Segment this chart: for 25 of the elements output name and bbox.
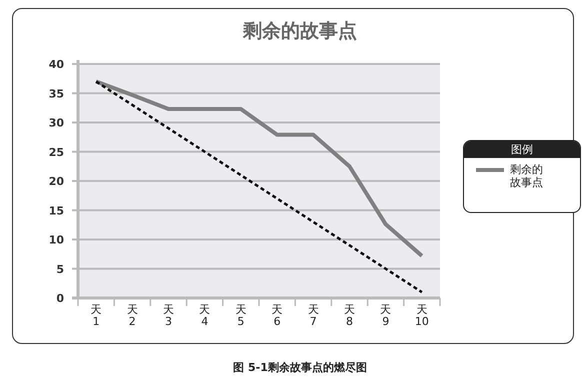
y-tick-label: 20 — [48, 175, 64, 188]
x-tick-label: 天 10 — [414, 303, 429, 328]
legend-label: 剩余的故事点 — [510, 163, 544, 189]
x-tick-label: 天 8 — [343, 303, 356, 328]
legend-title: 图例 — [464, 141, 580, 158]
y-tick-label: 5 — [56, 262, 64, 276]
line-series — [94, 80, 424, 294]
x-tick-label: 天 6 — [270, 303, 284, 328]
chart-title: 剩余的故事点 — [242, 19, 358, 44]
x-tick-label: 天 2 — [126, 303, 139, 328]
y-tick-label: 25 — [48, 146, 64, 159]
y-tick-label: 30 — [48, 116, 64, 130]
y-tick-label: 35 — [48, 87, 64, 100]
y-tick-label: 15 — [48, 204, 64, 218]
x-tick-label: 天 9 — [379, 303, 392, 328]
x-tick-label: 天 4 — [198, 303, 212, 328]
x-tick-label: 天 1 — [90, 303, 103, 328]
y-tick-label: 0 — [56, 292, 64, 305]
y-tick-label: 40 — [48, 58, 64, 71]
x-tick-label: 天 3 — [162, 303, 175, 328]
line-series — [94, 80, 424, 258]
x-tick-label: 天 7 — [306, 303, 320, 328]
caption: 图 5-1剩余故事点的燃尽图 — [232, 360, 368, 375]
y-tick-label: 10 — [48, 234, 64, 246]
x-tick-label: 天 5 — [234, 303, 248, 328]
